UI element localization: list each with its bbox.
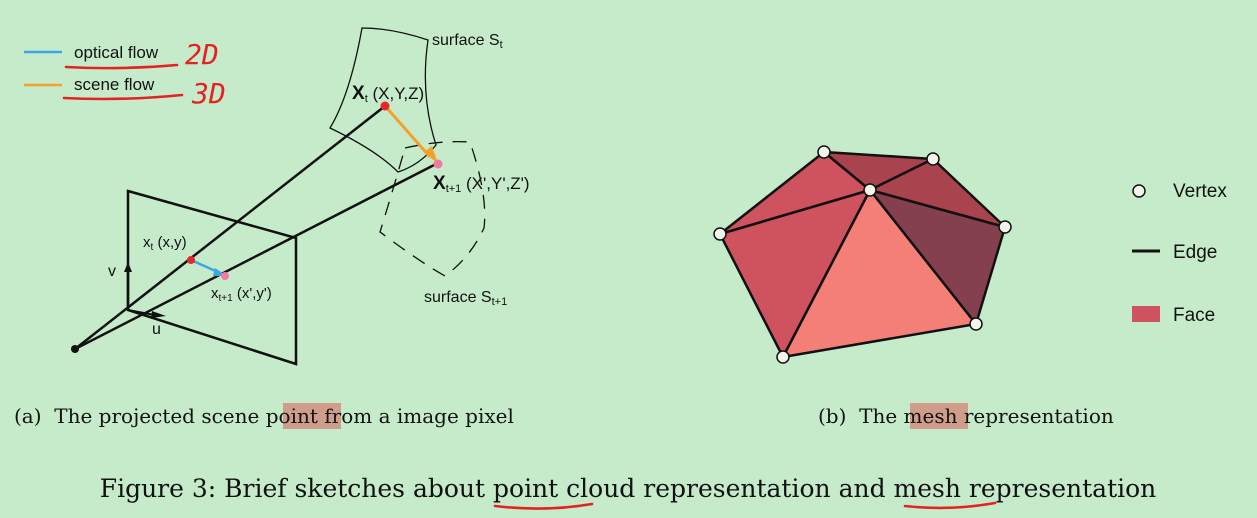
underline-mesh-rep [903,501,997,510]
note-2d: 2D [185,38,219,71]
mesh-vertex [998,220,1012,234]
face-legend-icon [1132,306,1160,322]
mesh-vertex [969,317,983,331]
mesh-vertex [817,145,831,159]
underline-optical-flow [64,63,179,70]
ray-to-Xt [74,105,386,350]
handwritten-annotations: 2D 3D [62,38,226,110]
pixel-xt [187,256,195,264]
panel-a-diagram: v u surface St surface St+1 Xt (X,Y,Z) X… [71,27,530,366]
surface-t-label: surface St [432,32,503,51]
scene-flow-arrow [384,106,432,158]
point-Xt [380,101,390,111]
vertex-legend-label: Vertex [1173,181,1227,202]
caption-b: (b) The mesh representation [818,404,1114,428]
mesh-vertex [926,152,940,166]
highlight-mesh [910,403,968,429]
highlight-point [283,403,341,429]
label-Xt1: Xt+1 (X',Y',Z') [433,173,530,195]
mesh-face-top-right [868,157,1007,229]
scene-flow-arrowhead [424,146,438,164]
panel-b-mesh [718,150,1007,359]
optical-flow-label: optical flow [74,43,159,62]
point-Xt1 [433,159,443,169]
label-xt1: xt+1 (x',y') [211,285,272,304]
figure-caption: Figure 3: Brief sketches about point clo… [100,474,1157,503]
label-Xt: Xt (X,Y,Z) [352,83,424,105]
surface-t1-label: surface St+1 [424,289,507,308]
u-axis-arrowhead [151,311,166,318]
axis-v-label: v [108,263,116,280]
note-3d: 3D [191,77,226,110]
caption-a: (a) The projected scene point from a ima… [14,404,514,428]
scene-flow-label: scene flow [74,75,155,94]
label-xt: xt (x,y) [143,234,187,253]
surface-t1-outline [379,140,486,277]
flow-legend: optical flow scene flow [24,43,159,94]
vertex-legend-icon [1132,184,1146,198]
camera-center [71,345,79,353]
mesh-legend: Vertex Edge Face [1132,181,1227,326]
mesh-vertex [776,350,790,364]
ray-to-Xt1 [74,161,439,351]
underline-scene-flow [62,93,184,101]
axis-u-label: u [152,321,161,338]
surface-t-outline [329,27,437,173]
pixel-xt1 [221,272,229,280]
v-axis-arrowhead [124,262,132,272]
mesh-vertex [713,227,727,241]
face-legend-label: Face [1173,305,1215,326]
edge-legend-label: Edge [1173,242,1217,263]
mesh-vertices [713,145,1012,364]
underline-point-cloud [493,502,594,510]
mesh-vertex [863,183,877,197]
